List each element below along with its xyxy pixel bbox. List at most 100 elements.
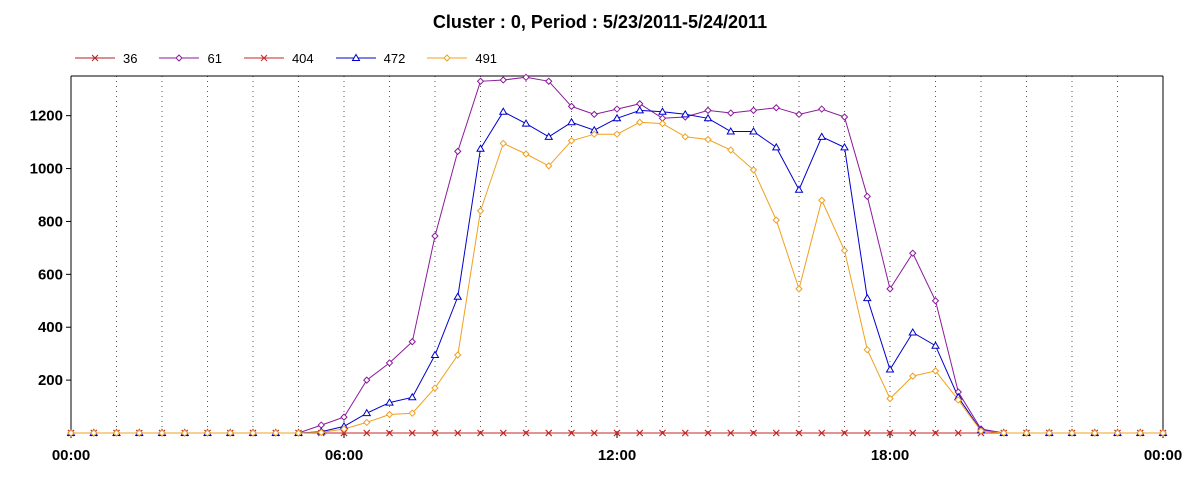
data-point [408,429,416,437]
data-point [658,119,667,128]
data-point [408,338,416,346]
data-point [1068,429,1076,437]
data-point [909,249,917,257]
data-point [749,166,758,174]
data-point [454,351,462,359]
data-point [749,106,758,115]
data-point [795,285,803,293]
data-point [727,109,735,117]
data-point [931,297,940,305]
data-point [498,107,508,115]
chart-title: Cluster : 0, Period : 5/23/2011-5/24/201… [432,12,768,32]
data-point [590,110,598,119]
x-tick-label: 12:00 [598,447,636,464]
x-tick-label: 00:00 [52,447,90,464]
data-point [818,105,826,113]
legend-swatch [427,54,468,62]
data-point [613,105,621,113]
legend: 36 61 404 472 491 [75,48,519,68]
data-point [499,139,507,148]
data-point [272,429,280,437]
data-point [840,246,849,255]
data-point [772,104,780,112]
data-point [840,142,849,151]
data-point [1022,429,1031,437]
data-point [499,76,507,84]
data-point [340,425,348,433]
data-point [203,429,212,437]
data-point [636,118,644,126]
data-point [885,365,895,373]
data-point [158,429,166,437]
data-point [567,137,576,145]
data-point [863,192,871,201]
data-point [727,429,735,437]
data-point [909,372,917,380]
data-point [67,429,75,437]
legend-swatch [75,54,115,62]
data-point [363,376,371,384]
data-point [659,429,666,437]
data-point [454,429,462,437]
data-point [704,135,712,144]
data-point [340,429,348,437]
data-point [863,429,871,437]
data-point [590,130,598,138]
data-point [545,77,553,85]
data-point [522,150,530,158]
data-point [658,107,667,115]
x-tick-label: 06:00 [325,447,363,464]
data-point [635,105,645,114]
legend-label: 491 [475,50,498,66]
y-tick-label: 800 [38,213,63,230]
legend-swatch [335,53,376,61]
data-point [886,285,894,293]
data-point [590,429,598,437]
data-point [454,147,462,156]
data-point [727,146,735,154]
data-point [817,132,827,140]
data-point [567,117,576,126]
data-point [385,410,394,419]
data-point [862,293,872,302]
data-point [772,216,780,224]
data-point [703,113,713,122]
data-point [613,429,621,437]
data-point [363,429,371,437]
legend-item: 36 [75,51,137,66]
legend-item: 491 [427,51,497,66]
data-point [636,429,644,437]
data-point [453,292,463,300]
data-point [477,429,484,437]
data-point [1045,429,1053,437]
data-point [931,367,940,375]
data-point [407,392,417,401]
y-tick-label: 200 [38,372,63,389]
data-point [886,394,894,403]
legend-label: 36 [123,50,138,66]
data-point [954,429,962,437]
data-point [522,73,530,82]
data-point [795,110,803,119]
data-point [908,328,918,336]
data-point [90,429,98,437]
data-point [886,429,894,437]
legend-item: 472 [335,50,406,66]
data-point [1113,429,1122,437]
data-point [135,429,143,437]
data-point [680,109,690,118]
data-point [977,427,985,435]
data-point [726,127,736,135]
data-point [771,142,781,151]
data-point [772,429,780,437]
data-point [545,429,553,437]
data-point [431,429,439,437]
data-point [841,429,848,437]
data-point [181,429,189,437]
legend-label: 404 [291,50,314,66]
legend-item: 404 [243,50,314,66]
data-point [386,429,393,437]
legend-label: 472 [383,50,406,66]
data-point [909,429,917,437]
